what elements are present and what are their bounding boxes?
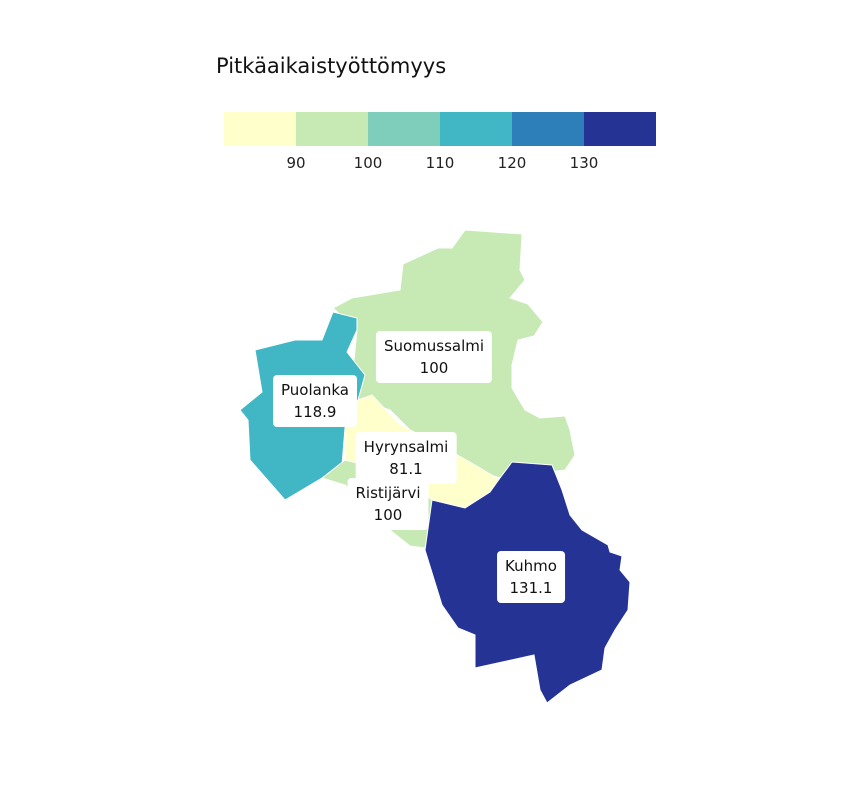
legend-tick: 110 [425, 154, 455, 172]
legend-tick: 100 [353, 154, 383, 172]
legend-swatch [224, 112, 296, 146]
region-value: 131.1 [509, 579, 553, 597]
legend-swatch [512, 112, 584, 146]
legend-ticks: 90 100 110 120 130 [224, 154, 656, 176]
legend-color-bar [224, 112, 656, 146]
region-name: Suomussalmi [383, 337, 485, 355]
legend-swatch [440, 112, 512, 146]
region-value: 118.9 [293, 403, 337, 421]
legend-swatch [584, 112, 656, 146]
region-name: Puolanka [281, 381, 349, 399]
region-label-puolanka: Puolanka 118.9 [273, 375, 357, 427]
legend-tick: 130 [569, 154, 599, 172]
region-value: 81.1 [389, 460, 423, 478]
legend-tick: 90 [286, 154, 306, 172]
legend-title: Pitkäaikaistyöttömyys [216, 54, 447, 78]
region-value: 100 [419, 359, 449, 377]
region-label-hyrynsalmi: Hyrynsalmi 81.1 [355, 432, 457, 484]
region-value: 100 [373, 506, 403, 524]
legend-swatch [296, 112, 368, 146]
region-label-suomussalmi: Suomussalmi 100 [375, 331, 493, 383]
region-name: Ristijärvi [355, 484, 421, 502]
legend-tick: 120 [497, 154, 527, 172]
legend-swatch [368, 112, 440, 146]
region-name: Hyrynsalmi [363, 438, 449, 456]
region-label-kuhmo: Kuhmo 131.1 [497, 551, 565, 603]
region-name: Kuhmo [505, 557, 557, 575]
region-label-ristijarvi: Ristijärvi 100 [347, 478, 429, 530]
